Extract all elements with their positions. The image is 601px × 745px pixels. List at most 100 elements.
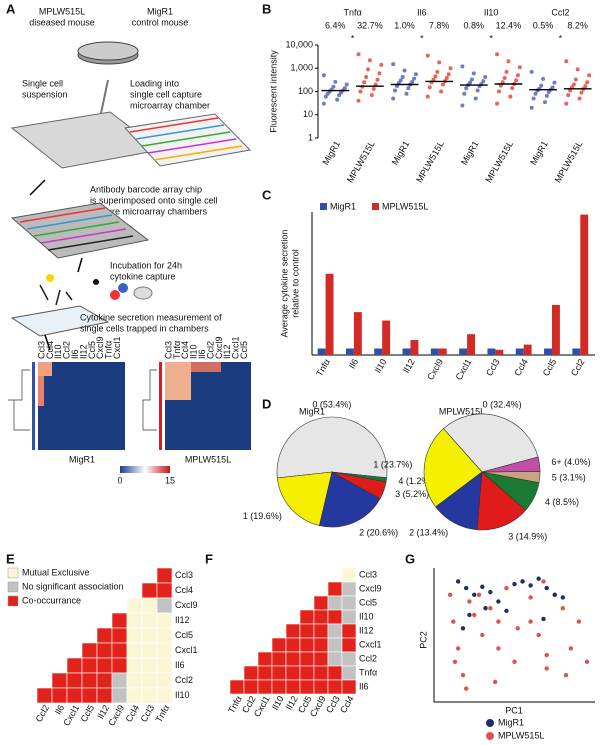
matrix-cell bbox=[257, 665, 273, 681]
data-point bbox=[427, 85, 432, 90]
data-point bbox=[410, 79, 415, 84]
cell-icon bbox=[93, 279, 99, 285]
percent-label: 12.4% bbox=[496, 20, 522, 30]
pie-title: MigR1 bbox=[299, 406, 325, 416]
panel-letter: E bbox=[6, 551, 15, 566]
data-point bbox=[455, 579, 461, 584]
matrix-cell bbox=[327, 665, 343, 681]
matrix-cell bbox=[341, 581, 357, 597]
matrix-cell bbox=[299, 637, 315, 653]
pie-slice bbox=[331, 471, 388, 483]
data-point bbox=[529, 69, 534, 74]
data-point bbox=[536, 576, 541, 581]
row-label: Cxcl9 bbox=[175, 600, 198, 610]
row-label: Cxcl1 bbox=[175, 645, 198, 655]
data-point bbox=[536, 632, 541, 638]
data-point bbox=[587, 73, 592, 78]
x-tick-label: Ccl2 bbox=[569, 357, 587, 378]
matrix-cell bbox=[313, 651, 329, 667]
x-tick-label: Ccl5 bbox=[541, 357, 559, 378]
color-bar bbox=[120, 466, 170, 473]
bar bbox=[495, 349, 504, 355]
data-point bbox=[568, 646, 574, 651]
data-point bbox=[323, 94, 328, 99]
data-point bbox=[437, 60, 442, 65]
column-label: Ccl3 bbox=[139, 703, 157, 724]
data-point bbox=[488, 606, 493, 611]
row-label: Ccl5 bbox=[175, 630, 193, 640]
data-point bbox=[393, 88, 398, 93]
x-tick-label: Cxcl9 bbox=[425, 357, 445, 381]
matrix-cell bbox=[285, 679, 301, 695]
column-label: Ccl5 bbox=[79, 703, 97, 724]
data-point bbox=[369, 93, 374, 98]
heatmap-label: MPLW515L bbox=[185, 454, 231, 464]
percent-label: 8.2% bbox=[567, 20, 588, 30]
data-point bbox=[584, 659, 590, 664]
heatmap-column-label: Ccl3 bbox=[163, 341, 173, 359]
data-point bbox=[515, 626, 520, 631]
data-point bbox=[579, 90, 584, 95]
data-point bbox=[541, 616, 546, 622]
matrix-cell bbox=[313, 609, 329, 625]
diagram-label: Single cell bbox=[22, 78, 63, 88]
matrix-cell bbox=[126, 687, 143, 704]
data-point bbox=[367, 58, 372, 63]
matrix-cell bbox=[285, 665, 301, 681]
matrix-cell bbox=[81, 657, 98, 674]
matrix-cell bbox=[51, 672, 68, 689]
bar bbox=[430, 348, 439, 355]
group-label: Tnfα bbox=[344, 7, 362, 17]
pie-label: 2 (20.6%) bbox=[359, 528, 398, 538]
data-point bbox=[560, 606, 565, 611]
matrix-cell bbox=[141, 627, 158, 644]
row-label: Il10 bbox=[359, 611, 374, 621]
cell-icon bbox=[118, 283, 128, 293]
bar bbox=[353, 312, 362, 355]
matrix-cell bbox=[341, 595, 357, 611]
matrix-cell bbox=[285, 651, 301, 667]
diagram-label: cytokine capture bbox=[110, 271, 176, 281]
pie-slice bbox=[443, 413, 539, 473]
bar bbox=[438, 348, 447, 355]
matrix-cell bbox=[313, 665, 329, 681]
matrix-cell bbox=[81, 687, 98, 704]
legend-label: Mutual Exclusive bbox=[22, 567, 90, 577]
data-point bbox=[571, 82, 576, 87]
x-tick-label: MigR1 bbox=[320, 139, 342, 167]
percent-label: 7.8% bbox=[429, 20, 450, 30]
matrix-cell bbox=[271, 665, 287, 681]
data-point bbox=[468, 80, 473, 85]
row-label: Ccl4 bbox=[175, 585, 193, 595]
heatmap-hotspot bbox=[38, 376, 44, 406]
matrix-cell bbox=[111, 657, 128, 674]
row-label: Il12 bbox=[359, 625, 374, 635]
legend-swatch bbox=[372, 203, 379, 210]
data-point bbox=[377, 71, 382, 76]
data-point bbox=[528, 595, 533, 600]
data-point bbox=[467, 612, 472, 618]
matrix-cell bbox=[51, 687, 68, 704]
data-point bbox=[362, 80, 367, 85]
data-point bbox=[476, 592, 482, 597]
arrow bbox=[29, 179, 46, 196]
diagram-label: single cells trapped in chambers bbox=[80, 323, 209, 333]
data-point bbox=[495, 52, 500, 57]
matrix-cell bbox=[299, 651, 315, 667]
x-tick-label: Il12 bbox=[401, 357, 417, 375]
data-point bbox=[331, 84, 336, 89]
legend-marker bbox=[486, 732, 494, 740]
bar bbox=[544, 348, 552, 355]
pie-label: 5 (3.1%) bbox=[552, 472, 586, 482]
x-tick-label: MPLW515L bbox=[483, 139, 515, 184]
pie-slice bbox=[476, 471, 527, 531]
matrix-cell bbox=[299, 665, 315, 681]
diagram-label: diseased mouse bbox=[29, 17, 95, 27]
data-point bbox=[504, 608, 509, 614]
legend-swatch bbox=[7, 581, 19, 593]
matrix-cell bbox=[111, 627, 128, 644]
panel-letter: G bbox=[405, 551, 415, 566]
row-label: Il6 bbox=[359, 681, 369, 691]
significance: * bbox=[559, 33, 563, 43]
